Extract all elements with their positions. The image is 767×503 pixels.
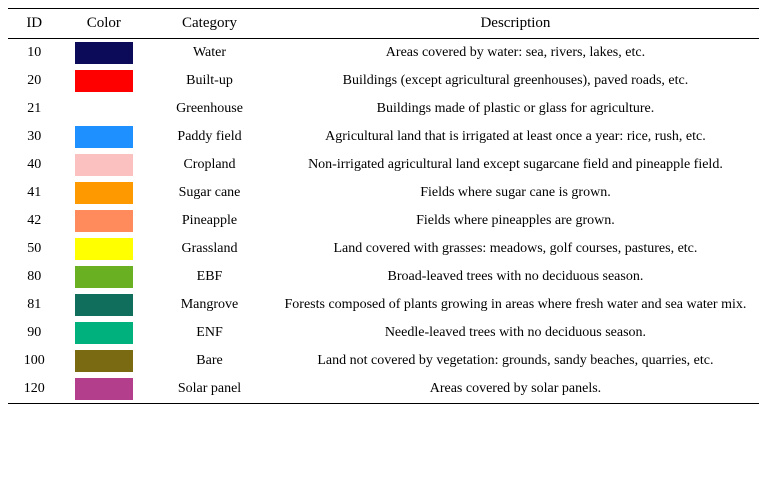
landcover-legend-table: ID Color Category Description 10WaterAre…	[8, 8, 759, 404]
cell-color	[60, 95, 147, 123]
cell-description: Buildings made of plastic or glass for a…	[272, 95, 759, 123]
cell-category: Water	[147, 39, 272, 68]
cell-color	[60, 235, 147, 263]
cell-category: Pineapple	[147, 207, 272, 235]
cell-category: EBF	[147, 263, 272, 291]
cell-id: 81	[8, 291, 60, 319]
table-row: 100 BareLand not covered by vegetation: g…	[8, 347, 759, 375]
cell-id: 40	[8, 151, 60, 179]
color-swatch	[75, 266, 133, 288]
table-row: 20 Built-upBuildings (except agricultural…	[8, 67, 759, 95]
color-swatch	[75, 210, 133, 232]
cell-description: Land covered with grasses: meadows, golf…	[272, 235, 759, 263]
cell-description: Forests composed of plants growing in ar…	[272, 291, 759, 319]
table-row: 40 CroplandNon-irrigated agricultural lan…	[8, 151, 759, 179]
cell-description: Areas covered by solar panels.	[272, 375, 759, 404]
cell-id: 120	[8, 375, 60, 404]
cell-id: 42	[8, 207, 60, 235]
cell-color	[60, 39, 147, 68]
cell-color	[60, 319, 147, 347]
cell-description: Non-irrigated agricultural land except s…	[272, 151, 759, 179]
table-row: 42 PineappleFields where pineapples are g…	[8, 207, 759, 235]
cell-color	[60, 67, 147, 95]
color-swatch	[75, 42, 133, 64]
color-swatch	[75, 378, 133, 400]
cell-description: Land not covered by vegetation: grounds,…	[272, 347, 759, 375]
table-row: 30 Paddy fieldAgricultural land that is i…	[8, 123, 759, 151]
table-body: 10 WaterAreas covered by water: sea, rive…	[8, 39, 759, 404]
table-row: 80 EBFBroad-leaved trees with no deciduou…	[8, 263, 759, 291]
color-swatch	[75, 182, 133, 204]
cell-id: 10	[8, 39, 60, 68]
cell-category: Cropland	[147, 151, 272, 179]
cell-description: Agricultural land that is irrigated at l…	[272, 123, 759, 151]
cell-category: Mangrove	[147, 291, 272, 319]
table-row: 120 Solar panelAreas covered by solar pan…	[8, 375, 759, 404]
cell-color	[60, 263, 147, 291]
cell-description: Needle-leaved trees with no deciduous se…	[272, 319, 759, 347]
cell-category: Solar panel	[147, 375, 272, 404]
header-row: ID Color Category Description	[8, 9, 759, 39]
cell-description: Areas covered by water: sea, rivers, lak…	[272, 39, 759, 68]
cell-category: Bare	[147, 347, 272, 375]
color-swatch	[75, 126, 133, 148]
header-description: Description	[272, 9, 759, 39]
cell-id: 21	[8, 95, 60, 123]
cell-category: Sugar cane	[147, 179, 272, 207]
header-id: ID	[8, 9, 60, 39]
cell-color	[60, 179, 147, 207]
cell-color	[60, 375, 147, 404]
cell-category: Built-up	[147, 67, 272, 95]
cell-category: Grassland	[147, 235, 272, 263]
table-row: 90 ENFNeedle-leaved trees with no deciduo…	[8, 319, 759, 347]
cell-description: Buildings (except agricultural greenhous…	[272, 67, 759, 95]
cell-id: 90	[8, 319, 60, 347]
cell-color	[60, 123, 147, 151]
color-swatch	[75, 350, 133, 372]
table-row: 81 MangroveForests composed of plants gro…	[8, 291, 759, 319]
cell-category: ENF	[147, 319, 272, 347]
cell-description: Fields where sugar cane is grown.	[272, 179, 759, 207]
cell-id: 100	[8, 347, 60, 375]
cell-id: 30	[8, 123, 60, 151]
cell-id: 80	[8, 263, 60, 291]
cell-id: 50	[8, 235, 60, 263]
color-swatch	[75, 98, 133, 120]
cell-description: Broad-leaved trees with no deciduous sea…	[272, 263, 759, 291]
table-row: 10 WaterAreas covered by water: sea, rive…	[8, 39, 759, 68]
color-swatch	[75, 294, 133, 316]
color-swatch	[75, 70, 133, 92]
table-row: 41 Sugar caneFields where sugar cane is g…	[8, 179, 759, 207]
cell-category: Paddy field	[147, 123, 272, 151]
color-swatch	[75, 322, 133, 344]
cell-color	[60, 347, 147, 375]
table-row: 50 GrasslandLand covered with grasses: me…	[8, 235, 759, 263]
cell-color	[60, 291, 147, 319]
table-row: 21 GreenhouseBuildings made of plastic or…	[8, 95, 759, 123]
header-category: Category	[147, 9, 272, 39]
cell-description: Fields where pineapples are grown.	[272, 207, 759, 235]
cell-id: 20	[8, 67, 60, 95]
cell-color	[60, 151, 147, 179]
cell-id: 41	[8, 179, 60, 207]
cell-color	[60, 207, 147, 235]
color-swatch	[75, 238, 133, 260]
header-color: Color	[60, 9, 147, 39]
color-swatch	[75, 154, 133, 176]
cell-category: Greenhouse	[147, 95, 272, 123]
